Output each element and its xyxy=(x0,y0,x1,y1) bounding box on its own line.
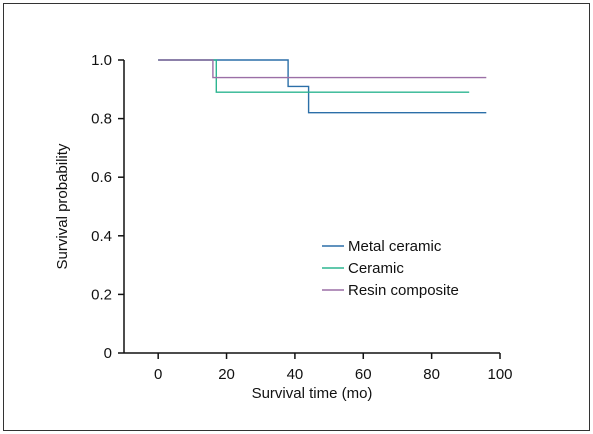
series-layer xyxy=(158,59,487,114)
x-tick-label: 20 xyxy=(218,366,235,383)
y-tick-label: 0.8 xyxy=(91,111,112,128)
y-tick-label: 0 xyxy=(104,345,112,362)
y-ticks: 0 0.2 0.4 0.6 0.8 1.0 xyxy=(91,52,124,362)
x-tick-label: 80 xyxy=(423,366,440,383)
legend-label: Metal ceramic xyxy=(348,238,442,255)
x-tick-label: 0 xyxy=(154,366,162,383)
x-tick-label: 60 xyxy=(355,366,372,383)
y-axis-title: Survival probability xyxy=(54,143,71,269)
series-line-metal-ceramic xyxy=(158,59,487,114)
y-tick-label: 0.4 xyxy=(91,228,112,245)
x-tick-label: 40 xyxy=(287,366,304,383)
survival-chart: 0 0.2 0.4 0.6 0.8 1.0 0 20 40 60 80 100 Survival t… xyxy=(54,52,513,402)
x-tick-label: 100 xyxy=(487,366,512,383)
y-tick-label: 0.6 xyxy=(91,169,112,186)
series-line-resin-composite xyxy=(158,59,487,79)
legend-label: Resin composite xyxy=(348,282,459,299)
legend-label: Ceramic xyxy=(348,260,404,277)
x-axis-title: Survival time (mo) xyxy=(252,385,373,402)
x-ticks: 0 20 40 60 80 100 xyxy=(154,353,513,383)
series-line-ceramic xyxy=(158,59,470,93)
y-tick-label: 0.2 xyxy=(91,286,112,303)
figure-frame: 0 0.2 0.4 0.6 0.8 1.0 0 20 40 60 80 100 Survival t… xyxy=(3,3,590,431)
legend: Metal ceramic Ceramic Resin composite xyxy=(322,238,459,299)
y-tick-label: 1.0 xyxy=(91,52,112,69)
axes: 0 0.2 0.4 0.6 0.8 1.0 0 20 40 60 80 100 xyxy=(91,52,512,383)
